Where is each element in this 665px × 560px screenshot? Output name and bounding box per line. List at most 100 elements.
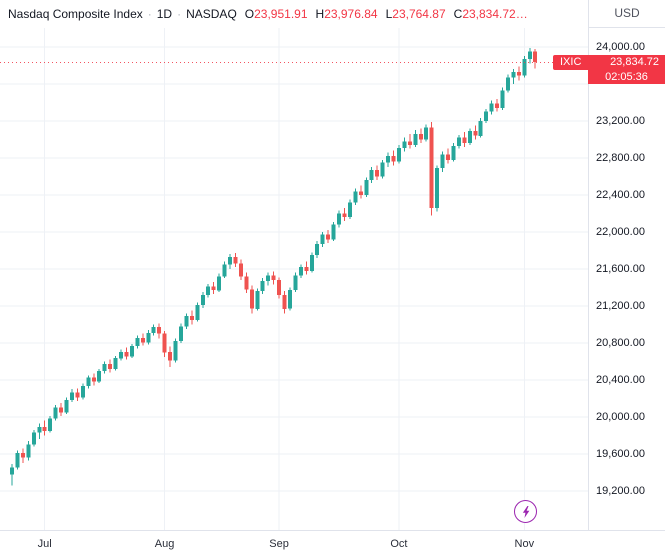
candle-body [266,275,271,281]
candle-body [337,213,341,225]
candle-body [162,333,167,353]
candle-body [489,103,494,112]
candle-body [146,332,151,343]
candle-body [440,154,445,169]
last-price-row: IXIC 23,834.72 [553,54,665,70]
candle-body [124,351,129,357]
candle-body [238,263,243,277]
close-value: 23,834.72… [462,7,528,21]
interval-label[interactable]: 1D [156,7,173,21]
candle-body [200,294,205,306]
price-tick-label: 20,000.00 [596,411,645,423]
candle-body [320,234,325,244]
candle-body [456,137,461,146]
candle-body [287,290,292,309]
candle-body [222,264,227,277]
candle-body [86,377,91,386]
candle-body [364,180,369,195]
symbol-title[interactable]: Nasdaq Composite Index [8,7,143,21]
candle-body [402,141,407,148]
candle-body [70,392,74,400]
candle-body [413,133,418,145]
candle-body [391,156,396,162]
candle-body [168,352,173,361]
lightning-icon [522,505,529,518]
separator: · [147,7,152,21]
candle-body [358,191,363,195]
candle-body [298,267,303,276]
candle-body [511,71,516,78]
candle-body [342,213,347,218]
ohlc-values: O23,951.91 H23,976.84 L23,764.87 C23,834.72… [237,7,528,21]
candle-body [75,392,80,398]
candle-body [331,224,336,240]
go-to-realtime-button[interactable] [514,500,537,523]
candle-body [244,276,249,290]
candle-body [505,77,510,91]
countdown-timer: 02:05:36 [588,69,665,84]
candle-body [347,202,352,218]
last-price-badge: IXIC 23,834.72 02:05:36 [553,54,665,84]
candle-body [217,276,222,291]
candle-body [407,141,412,145]
candle-body [228,256,232,265]
candle-body [108,363,113,369]
candle-body [522,59,527,76]
candle-body [173,341,178,361]
candle-body [260,281,265,292]
candle-body [418,133,423,140]
candle-body [353,191,358,203]
time-axis-label: Jul [37,538,52,550]
candle-body [233,256,238,264]
candle-body [189,316,194,320]
candle-body [478,121,483,136]
candle-body [484,111,489,121]
candle-body [533,51,538,63]
price-tick-label: 22,000.00 [596,226,645,238]
candle-body [195,305,200,320]
candle-body [527,51,532,59]
chart-legend: Nasdaq Composite Index · 1D · NASDAQ O23,951.… [8,7,528,21]
candle-body [206,286,211,295]
candle-body [119,351,123,359]
candle-body [467,131,472,144]
candle-body [113,358,118,369]
candle-body [97,371,102,382]
candle-body [495,103,500,108]
price-tick-label: 19,200.00 [596,485,645,497]
low-value: 23,764.87 [392,7,446,21]
candle-body [375,170,380,177]
price-tick-label: 20,800.00 [596,337,645,349]
time-axis[interactable]: Jul Aug Sep Oct Nov [0,530,665,560]
price-scale[interactable]: 24,000.00 23,200.00 22,800.00 22,400.00 22,0… [588,28,665,530]
candle-body [309,255,314,271]
price-tick-label: 23,200.00 [596,115,645,127]
candle-body [53,407,58,419]
high-label: H [315,7,325,21]
currency-button[interactable]: USD [588,0,665,28]
candle-body [184,316,189,327]
exchange-label[interactable]: NASDAQ [186,7,237,21]
price-tick-label: 19,600.00 [596,448,645,460]
price-tick-label: 21,600.00 [596,263,645,275]
candle-body [64,399,69,413]
open-value: 23,951.91 [254,7,308,21]
candle-body [26,444,31,458]
price-tick-label: 22,800.00 [596,152,645,164]
candle-body [157,326,162,334]
candle-body [211,286,216,291]
candlestick-chart[interactable] [0,28,588,530]
time-axis-label: Sep [269,538,289,550]
candle-body [42,427,47,431]
candle-body [435,168,440,208]
candle-body [516,71,521,76]
candle-body [10,467,14,475]
separator: · [177,7,182,21]
candle-body [282,294,287,309]
candle-body [326,234,331,240]
low-label: L [385,7,393,21]
candle-body [304,267,309,271]
candle-body [380,162,385,177]
candle-body [48,418,53,431]
